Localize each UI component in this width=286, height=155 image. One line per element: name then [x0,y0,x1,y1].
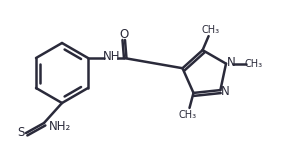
Text: NH₂: NH₂ [49,120,71,133]
Text: N: N [221,85,230,98]
Text: S: S [17,126,25,139]
Text: CH₃: CH₃ [202,25,220,35]
Text: CH₃: CH₃ [178,110,196,120]
Text: CH₃: CH₃ [245,59,263,69]
Text: N: N [227,56,235,69]
Text: O: O [119,29,129,42]
Text: NH: NH [103,51,121,64]
